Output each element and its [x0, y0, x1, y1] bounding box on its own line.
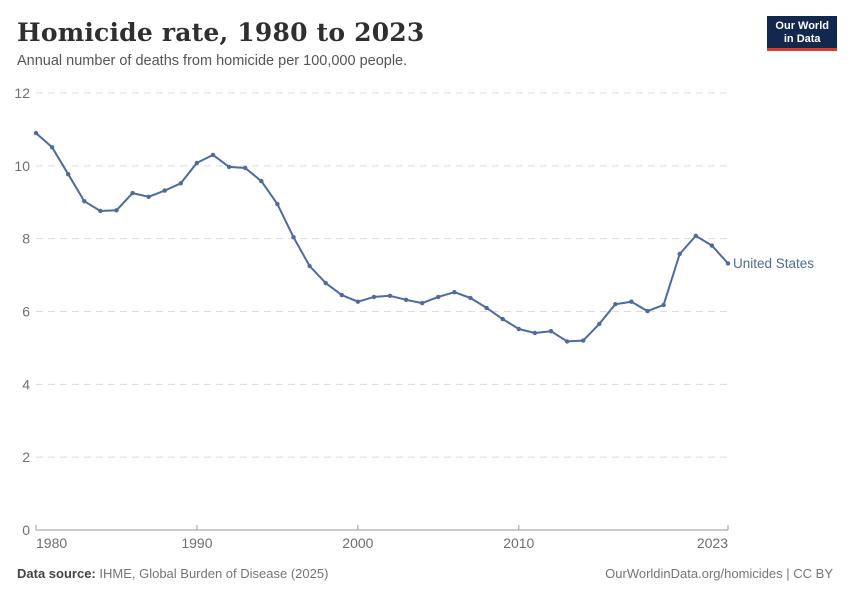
- data-point[interactable]: [210, 152, 216, 158]
- data-point[interactable]: [564, 339, 570, 344]
- data-point[interactable]: [259, 178, 264, 184]
- data-point[interactable]: [420, 300, 425, 306]
- data-point[interactable]: [532, 330, 538, 336]
- data-point[interactable]: [307, 263, 312, 269]
- data-point[interactable]: [275, 201, 280, 207]
- data-point[interactable]: [323, 280, 328, 286]
- data-point[interactable]: [98, 208, 103, 214]
- data-point[interactable]: [226, 164, 232, 170]
- data-point[interactable]: [178, 181, 183, 186]
- data-source-text: IHME, Global Burden of Disease (2025): [95, 566, 329, 581]
- owid-url-link[interactable]: OurWorldinData.org/homicides | CC BY: [605, 566, 833, 581]
- y-axis-tick-label: 8: [22, 231, 30, 247]
- data-point[interactable]: [436, 294, 441, 300]
- data-point[interactable]: [597, 321, 602, 327]
- owid-logo-line2: in Data: [783, 32, 821, 45]
- y-axis-tick-label: 0: [22, 522, 30, 538]
- data-point[interactable]: [66, 172, 71, 177]
- data-point[interactable]: [291, 235, 296, 240]
- data-point[interactable]: [403, 297, 409, 302]
- data-point[interactable]: [339, 292, 344, 298]
- data-point[interactable]: [725, 261, 731, 266]
- data-point[interactable]: [468, 295, 473, 301]
- data-point[interactable]: [355, 299, 361, 304]
- data-point[interactable]: [49, 145, 55, 150]
- data-point[interactable]: [371, 294, 377, 300]
- data-point[interactable]: [645, 308, 650, 314]
- y-axis-tick-label: 4: [22, 376, 30, 392]
- data-point[interactable]: [82, 199, 87, 204]
- data-point[interactable]: [194, 160, 200, 166]
- y-axis-tick-label: 2: [22, 449, 30, 465]
- data-point[interactable]: [661, 302, 666, 308]
- data-point[interactable]: [677, 251, 682, 257]
- data-point[interactable]: [581, 338, 586, 343]
- data-point[interactable]: [452, 290, 457, 295]
- y-axis-tick-label: 12: [14, 85, 30, 101]
- y-axis-tick-label: 10: [14, 158, 30, 174]
- series-label[interactable]: United States: [733, 256, 814, 271]
- x-axis-tick-label: 1980: [36, 535, 67, 551]
- data-source-note: Data source: IHME, Global Burden of Dise…: [17, 566, 328, 581]
- chart-footer: Data source: IHME, Global Burden of Dise…: [17, 566, 833, 581]
- page-title: Homicide rate, 1980 to 2023: [17, 18, 425, 47]
- data-point[interactable]: [387, 293, 393, 298]
- data-point[interactable]: [243, 165, 248, 171]
- owid-logo[interactable]: Our World in Data: [767, 16, 837, 51]
- data-point[interactable]: [114, 208, 119, 213]
- data-point[interactable]: [500, 316, 505, 322]
- data-point[interactable]: [146, 194, 151, 199]
- y-axis-tick-label: 6: [22, 304, 30, 320]
- chart-subtitle: Annual number of deaths from homicide pe…: [17, 53, 408, 69]
- data-point[interactable]: [130, 190, 135, 196]
- data-point[interactable]: [693, 233, 698, 238]
- data-point[interactable]: [516, 326, 521, 332]
- data-point[interactable]: [484, 305, 489, 311]
- data-source-label: Data source:: [17, 566, 96, 581]
- data-point[interactable]: [33, 130, 39, 136]
- data-point[interactable]: [709, 243, 715, 248]
- data-point[interactable]: [162, 188, 167, 193]
- x-axis-tick-label: 2010: [503, 535, 534, 551]
- x-axis-tick-label: 2023: [697, 535, 728, 551]
- x-axis-tick-label: 2000: [342, 535, 373, 551]
- data-point[interactable]: [548, 329, 554, 334]
- owid-logo-line1: Our World: [775, 20, 829, 32]
- data-point[interactable]: [613, 302, 618, 307]
- line-series-united-states[interactable]: [35, 132, 729, 343]
- data-point[interactable]: [629, 299, 634, 304]
- x-axis-tick-label: 1990: [181, 535, 212, 551]
